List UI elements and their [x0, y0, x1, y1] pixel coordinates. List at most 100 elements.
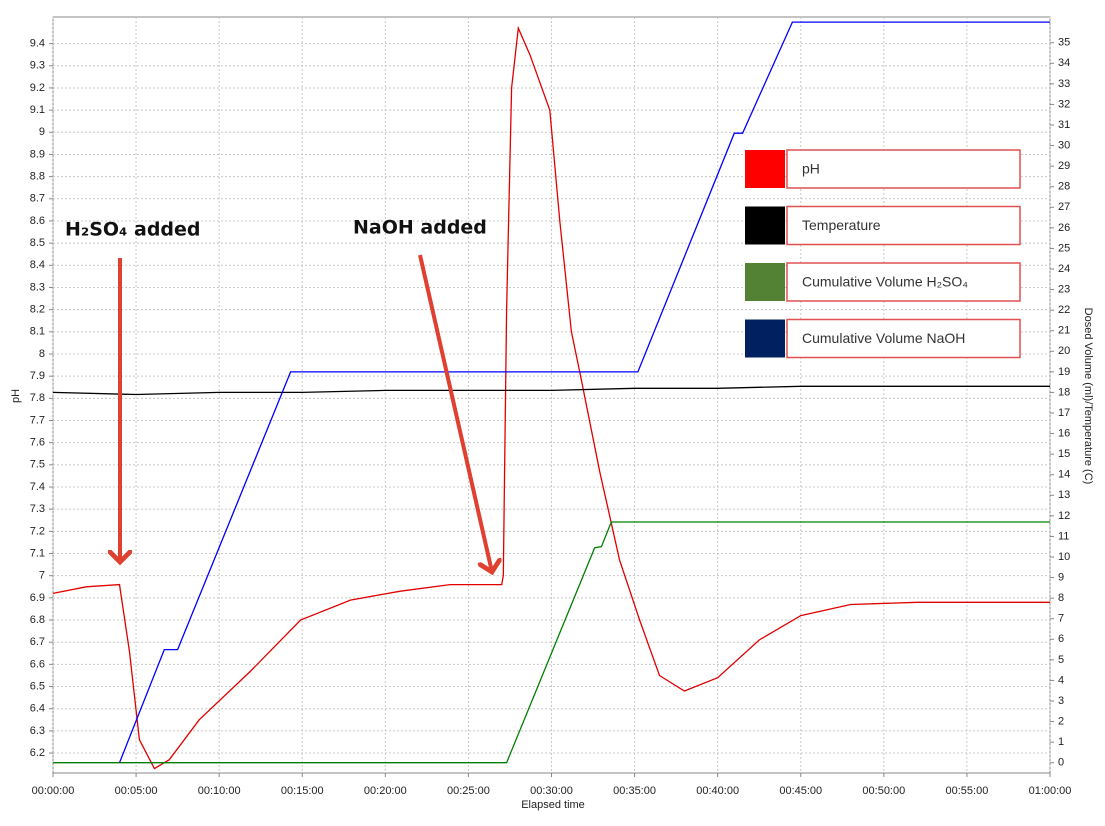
x-tick-label: 00:40:00: [696, 785, 739, 797]
y2-axis-label: Dosed Volume (ml)/Temperature (C): [1082, 308, 1094, 485]
y2-tick-label: 20: [1058, 345, 1070, 357]
y-tick-label: 8.4: [30, 259, 45, 271]
y2-tick-label: 11: [1058, 530, 1069, 542]
y2-tick-label: 14: [1058, 469, 1070, 481]
y-tick-label: 6.8: [30, 614, 45, 626]
y-axis-label: pH: [10, 389, 22, 403]
x-axis-label: Elapsed time: [521, 799, 585, 811]
y2-tick-label: 13: [1058, 489, 1070, 501]
x-tick-label: 00:20:00: [364, 785, 407, 797]
y-tick-label: 8.7: [30, 193, 45, 205]
y2-tick-label: 5: [1058, 654, 1064, 666]
legend-swatch: [745, 263, 785, 301]
y2-tick-label: 15: [1058, 448, 1070, 460]
y2-tick-label: 34: [1058, 57, 1070, 69]
legend-swatch: [745, 206, 785, 245]
y2-tick-label: 31: [1058, 119, 1070, 131]
legend-swatch: [745, 150, 785, 188]
series-line: [52, 385, 1050, 396]
y2-tick-label: 23: [1058, 283, 1070, 295]
y-tick-label: 9.2: [30, 82, 45, 94]
legend-label: pH: [802, 161, 820, 177]
y2-tick-label: 7: [1058, 613, 1064, 625]
y-tick-label: 8.5: [30, 237, 45, 249]
y2-tick-label: 26: [1058, 222, 1070, 234]
y-tick-label: 8.1: [30, 326, 45, 338]
y2-tick-label: 16: [1058, 427, 1070, 439]
y-tick-label: 8: [39, 348, 45, 360]
y-tick-label: 6.2: [30, 747, 45, 759]
y2-tick-label: 10: [1058, 551, 1070, 563]
y-tick-label: 6.6: [30, 658, 45, 670]
y-tick-label: 8.6: [30, 215, 45, 227]
y2-tick-label: 21: [1058, 325, 1070, 337]
y2-tick-label: 25: [1058, 242, 1070, 254]
annotation: NaOH added: [353, 217, 487, 239]
y-tick-label: 7.6: [30, 437, 45, 449]
y-tick-label: 7.2: [30, 525, 45, 537]
y2-tick-label: 6: [1058, 633, 1064, 645]
grid: [52, 17, 1051, 773]
y-tick-label: 8.3: [30, 281, 45, 293]
x-tick-label: 00:00:00: [32, 785, 75, 797]
y2-tick-label: 19: [1058, 366, 1070, 378]
y2-tick-label: 2: [1058, 715, 1064, 727]
y-tick-label: 9.4: [30, 38, 45, 50]
y-tick-label: 8.2: [30, 304, 45, 316]
y-tick-label: 7.8: [30, 392, 45, 404]
y2-tick-label: 30: [1058, 139, 1070, 151]
y2-tick-label: 33: [1058, 78, 1070, 90]
y-tick-label: 7.1: [30, 547, 45, 559]
y-tick-label: 6.3: [30, 725, 45, 737]
y-tick-label: 7.9: [30, 370, 45, 382]
y-tick-label: 8.8: [30, 171, 45, 183]
y2-tick-label: 35: [1058, 37, 1070, 49]
series-line: [118, 21, 1050, 763]
x-tick-label: 01:00:00: [1029, 785, 1072, 797]
y2-tick-label: 12: [1058, 510, 1070, 522]
x-tick-label: 00:25:00: [447, 785, 490, 797]
y2-tick-label: 1: [1058, 736, 1064, 748]
x-tick-label: 00:05:00: [115, 785, 158, 797]
y-tick-label: 6.4: [30, 703, 45, 715]
legend-box: [786, 262, 1021, 302]
legend-swatch: [745, 319, 785, 358]
y2-tick-label: 3: [1058, 695, 1064, 707]
arrow: [418, 254, 492, 572]
y-tick-label: 9: [39, 126, 45, 138]
x-tick-label: 00:50:00: [862, 785, 905, 797]
y2-tick-label: 27: [1058, 201, 1070, 213]
y2-tick-label: 22: [1058, 304, 1070, 316]
lines: [52, 21, 1050, 770]
y-tick-label: 7: [39, 570, 45, 582]
y2-tick-label: 8: [1058, 592, 1064, 604]
y2-tick-label: 17: [1058, 407, 1070, 419]
legend-label: Cumulative Volume H₂SO₄: [802, 274, 968, 290]
y-tick-label: 9.3: [30, 60, 45, 72]
x-tick-label: 00:15:00: [281, 785, 324, 797]
x-tick-label: 00:55:00: [946, 785, 989, 797]
x-tick-label: 00:10:00: [198, 785, 241, 797]
legend-label: Cumulative Volume NaOH: [802, 330, 965, 346]
y-tick-label: 6.5: [30, 680, 45, 692]
y-tick-label: 7.7: [30, 414, 45, 426]
y2-tick-label: 9: [1058, 571, 1064, 583]
y2-tick-label: 28: [1058, 181, 1070, 193]
y2-tick-label: 18: [1058, 386, 1070, 398]
y-tick-label: 7.5: [30, 459, 45, 471]
y2-tick-label: 4: [1058, 674, 1064, 686]
x-tick-label: 00:45:00: [779, 785, 822, 797]
legend-label: Temperature: [802, 217, 881, 233]
series-line: [53, 521, 1050, 764]
y-tick-label: 8.9: [30, 148, 45, 160]
y2-tick-label: 29: [1058, 160, 1070, 172]
y-tick-label: 6.9: [30, 592, 45, 604]
legend-box: [786, 205, 1021, 246]
y-tick-label: 7.4: [30, 481, 45, 493]
y2-tick-label: 24: [1058, 263, 1070, 275]
y-tick-label: 9.1: [30, 104, 45, 116]
y-tick-label: 6.7: [30, 636, 45, 648]
legend: pH Temperature Cumulative Volume H₂SO₄ Cumu…: [745, 149, 1021, 359]
annotation: H₂SO₄ added: [65, 219, 201, 241]
